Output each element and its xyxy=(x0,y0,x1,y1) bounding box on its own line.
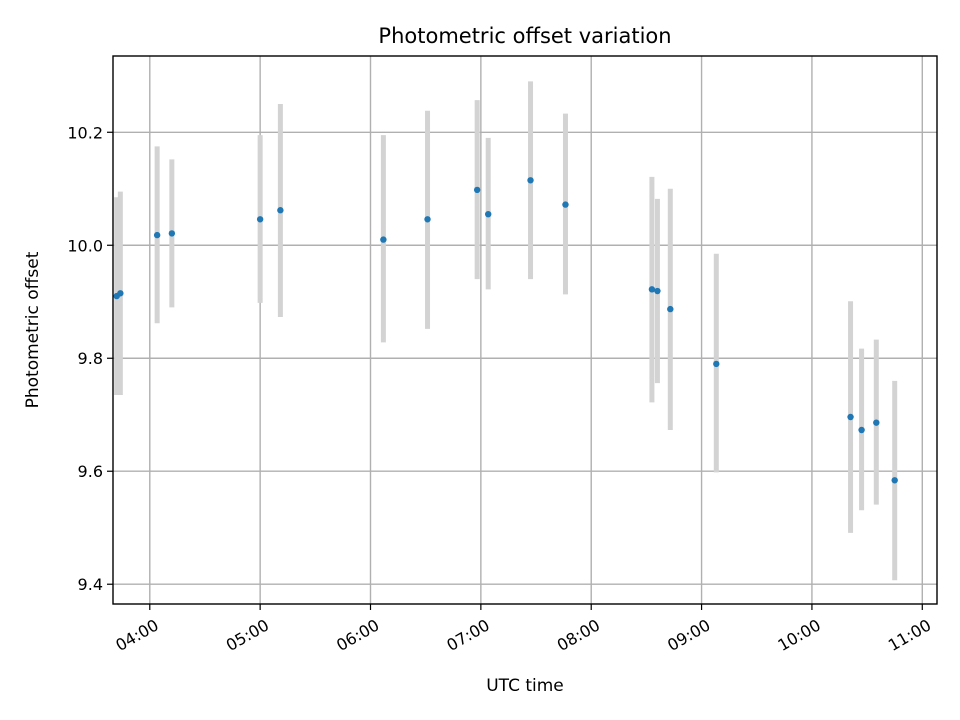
data-point xyxy=(424,216,431,223)
data-point xyxy=(654,287,661,295)
data-point xyxy=(117,290,124,297)
data-point xyxy=(380,236,387,243)
y-tick-label: 10.0 xyxy=(67,236,103,255)
data-point xyxy=(562,201,569,208)
y-tick-label: 10.2 xyxy=(67,123,103,142)
data-point xyxy=(485,210,492,218)
data-point xyxy=(891,477,898,484)
data-point xyxy=(667,305,674,313)
chart-title: Photometric offset variation xyxy=(378,24,671,48)
y-tick-label: 9.6 xyxy=(78,462,103,481)
data-point xyxy=(858,426,865,434)
data-point xyxy=(256,216,264,223)
data-point xyxy=(713,360,720,368)
data-points xyxy=(113,177,898,484)
data-point xyxy=(277,207,284,214)
y-tick-label: 9.8 xyxy=(78,349,103,368)
x-axis-label: UTC time xyxy=(486,676,564,696)
data-point xyxy=(648,286,656,293)
data-point xyxy=(153,231,161,239)
data-point xyxy=(873,419,880,426)
data-point xyxy=(847,413,854,421)
y-tick-label: 9.4 xyxy=(78,575,103,594)
data-point xyxy=(473,186,481,194)
plot-frame xyxy=(112,55,938,605)
grid xyxy=(113,56,937,604)
data-point xyxy=(168,230,176,237)
y-axis-label: Photometric offset xyxy=(23,251,43,408)
data-point xyxy=(527,177,534,184)
